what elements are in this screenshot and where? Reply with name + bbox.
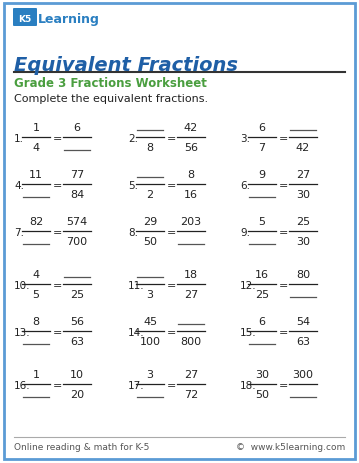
Text: 30: 30 bbox=[255, 369, 269, 379]
Text: 9: 9 bbox=[258, 169, 266, 180]
Text: 16: 16 bbox=[184, 189, 198, 200]
Text: 27: 27 bbox=[184, 289, 198, 300]
Text: 7: 7 bbox=[258, 143, 266, 153]
Text: 17.: 17. bbox=[128, 380, 145, 390]
Text: =: = bbox=[166, 134, 176, 144]
Text: 11: 11 bbox=[29, 169, 43, 180]
Text: Complete the equivalent fractions.: Complete the equivalent fractions. bbox=[14, 94, 208, 104]
Text: =: = bbox=[52, 327, 62, 337]
Text: 63: 63 bbox=[70, 336, 84, 346]
Text: =: = bbox=[278, 327, 288, 337]
Text: 84: 84 bbox=[70, 189, 84, 200]
Text: =: = bbox=[166, 227, 176, 238]
Text: =: = bbox=[278, 281, 288, 290]
Text: 800: 800 bbox=[181, 336, 201, 346]
Text: 8: 8 bbox=[146, 143, 154, 153]
Text: 7.: 7. bbox=[14, 227, 24, 238]
Text: 5.: 5. bbox=[128, 181, 138, 191]
Text: 14.: 14. bbox=[128, 327, 145, 337]
Text: 50: 50 bbox=[255, 389, 269, 399]
Text: ©  www.k5learning.com: © www.k5learning.com bbox=[236, 442, 345, 451]
Text: 300: 300 bbox=[293, 369, 313, 379]
Text: =: = bbox=[278, 380, 288, 390]
Text: 1: 1 bbox=[33, 369, 39, 379]
Text: 12.: 12. bbox=[240, 281, 257, 290]
Text: 18: 18 bbox=[184, 269, 198, 279]
Text: 203: 203 bbox=[181, 217, 201, 226]
Text: 42: 42 bbox=[184, 123, 198, 133]
Text: 8: 8 bbox=[187, 169, 195, 180]
Text: 574: 574 bbox=[66, 217, 88, 226]
Text: =: = bbox=[52, 281, 62, 290]
Text: 10.: 10. bbox=[14, 281, 31, 290]
Text: 2: 2 bbox=[146, 189, 154, 200]
Text: =: = bbox=[52, 134, 62, 144]
Text: 30: 30 bbox=[296, 189, 310, 200]
Text: 16.: 16. bbox=[14, 380, 31, 390]
Text: 11.: 11. bbox=[128, 281, 145, 290]
Text: 4.: 4. bbox=[14, 181, 24, 191]
FancyBboxPatch shape bbox=[4, 4, 355, 459]
Text: 15.: 15. bbox=[240, 327, 257, 337]
Text: 8.: 8. bbox=[128, 227, 138, 238]
Text: 6.: 6. bbox=[240, 181, 250, 191]
Text: 25: 25 bbox=[70, 289, 84, 300]
Text: 27: 27 bbox=[184, 369, 198, 379]
Text: 54: 54 bbox=[296, 316, 310, 326]
Text: 45: 45 bbox=[143, 316, 157, 326]
Text: 82: 82 bbox=[29, 217, 43, 226]
Text: 5: 5 bbox=[33, 289, 39, 300]
Text: 1.: 1. bbox=[14, 134, 24, 144]
Text: 8: 8 bbox=[32, 316, 39, 326]
Text: 16: 16 bbox=[255, 269, 269, 279]
Text: =: = bbox=[278, 227, 288, 238]
Text: 6: 6 bbox=[258, 316, 266, 326]
Text: 77: 77 bbox=[70, 169, 84, 180]
Text: 30: 30 bbox=[296, 237, 310, 246]
Text: 4: 4 bbox=[32, 269, 39, 279]
Text: 63: 63 bbox=[296, 336, 310, 346]
Text: K5: K5 bbox=[18, 14, 32, 24]
Text: 3: 3 bbox=[146, 289, 154, 300]
Text: 25: 25 bbox=[255, 289, 269, 300]
Text: 20: 20 bbox=[70, 389, 84, 399]
Text: =: = bbox=[278, 134, 288, 144]
Text: =: = bbox=[52, 227, 62, 238]
Text: Grade 3 Fractions Worksheet: Grade 3 Fractions Worksheet bbox=[14, 77, 207, 90]
Text: 56: 56 bbox=[184, 143, 198, 153]
Text: 3.: 3. bbox=[240, 134, 250, 144]
Text: 27: 27 bbox=[296, 169, 310, 180]
Text: 700: 700 bbox=[66, 237, 88, 246]
Text: =: = bbox=[52, 181, 62, 191]
Text: 6: 6 bbox=[258, 123, 266, 133]
Text: 3: 3 bbox=[146, 369, 154, 379]
Text: 9.: 9. bbox=[240, 227, 250, 238]
Text: 42: 42 bbox=[296, 143, 310, 153]
Text: =: = bbox=[278, 181, 288, 191]
Text: =: = bbox=[166, 181, 176, 191]
Text: 72: 72 bbox=[184, 389, 198, 399]
Text: 1: 1 bbox=[33, 123, 39, 133]
Text: 80: 80 bbox=[296, 269, 310, 279]
Text: 100: 100 bbox=[140, 336, 160, 346]
Text: Online reading & math for K-5: Online reading & math for K-5 bbox=[14, 442, 149, 451]
Text: 6: 6 bbox=[74, 123, 80, 133]
Text: 56: 56 bbox=[70, 316, 84, 326]
Text: =: = bbox=[166, 281, 176, 290]
Text: =: = bbox=[166, 327, 176, 337]
Text: 50: 50 bbox=[143, 237, 157, 246]
Text: Equivalent Fractions: Equivalent Fractions bbox=[14, 56, 238, 75]
Text: Learning: Learning bbox=[38, 13, 100, 25]
Text: 2.: 2. bbox=[128, 134, 138, 144]
Text: 25: 25 bbox=[296, 217, 310, 226]
Text: 18.: 18. bbox=[240, 380, 257, 390]
FancyBboxPatch shape bbox=[13, 9, 37, 27]
Text: =: = bbox=[166, 380, 176, 390]
Text: 10: 10 bbox=[70, 369, 84, 379]
Text: =: = bbox=[52, 380, 62, 390]
Text: 29: 29 bbox=[143, 217, 157, 226]
Text: 13.: 13. bbox=[14, 327, 31, 337]
Text: 4: 4 bbox=[32, 143, 39, 153]
Text: 5: 5 bbox=[258, 217, 266, 226]
